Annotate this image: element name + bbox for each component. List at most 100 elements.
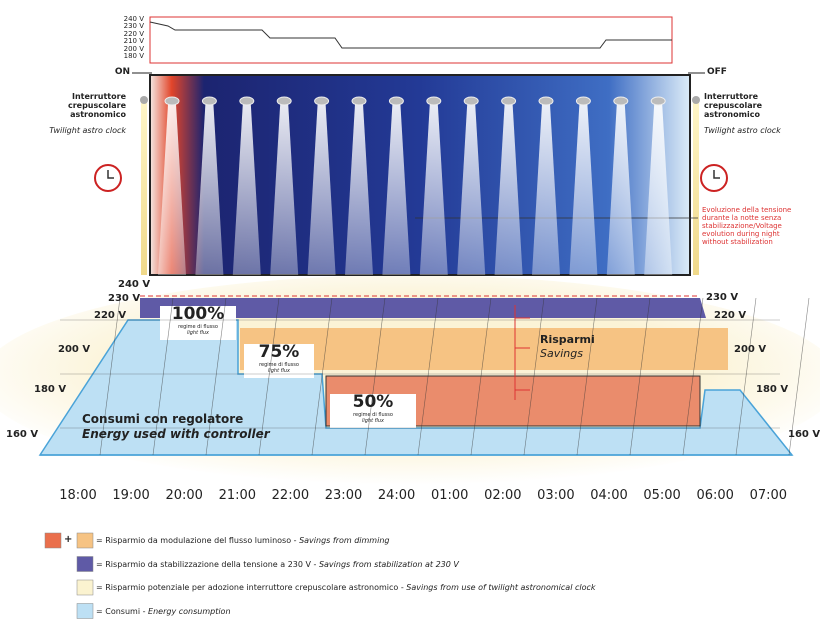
- voltage-label: 200 V: [734, 344, 767, 355]
- time-label: 07:00: [749, 488, 788, 503]
- grid-line: [99, 297, 121, 456]
- time-label: 24:00: [377, 488, 416, 503]
- voltage-label: 220 V: [123, 29, 144, 38]
- flux-label: regime di flusso: [259, 362, 299, 368]
- savings-label: Risparmi: [540, 333, 595, 346]
- switch-subtitle: Twilight astro clock: [49, 126, 126, 135]
- flux-percent: 100%: [171, 304, 225, 324]
- voltage-label: 220 V: [714, 310, 747, 321]
- time-label: 03:00: [537, 488, 575, 503]
- legend-swatch: [44, 532, 62, 549]
- legend-swatch: [76, 579, 94, 596]
- flux-percent: 50%: [352, 392, 394, 412]
- voltage-label: 240 V: [118, 279, 151, 290]
- time-label: 02:00: [484, 488, 522, 503]
- voltage-line: [149, 21, 672, 49]
- voltage-chart-frame: [149, 16, 673, 64]
- flux-label: regime di flusso: [178, 324, 218, 330]
- flux-label: light flux: [267, 368, 291, 374]
- switch-state: OFF: [707, 67, 727, 77]
- light-cone: [232, 104, 261, 275]
- time-label: 22:00: [271, 488, 310, 503]
- voltage-label: 160 V: [788, 429, 820, 440]
- time-label: 18:00: [59, 488, 97, 503]
- lamp: [692, 96, 700, 104]
- lamp: [538, 96, 554, 106]
- pole: [693, 100, 699, 275]
- legend-text: = Risparmio potenziale per adozione inte…: [96, 583, 407, 592]
- lamp: [314, 96, 330, 106]
- grid-line: [311, 297, 333, 456]
- lamp: [276, 96, 292, 106]
- grid-line: [735, 297, 757, 456]
- flux-label: light flux: [361, 418, 385, 424]
- legend-swatch: [76, 532, 94, 549]
- light-cone: [419, 104, 448, 275]
- time-label: 23:00: [324, 488, 363, 503]
- light-cone: [494, 104, 523, 275]
- grid-line: [470, 297, 492, 456]
- legend-text: Savings from dimming: [299, 536, 390, 545]
- light-cone: [382, 104, 411, 275]
- voltage-label: 230 V: [123, 22, 144, 31]
- lamp: [575, 96, 591, 106]
- legend-swatch: [76, 556, 94, 572]
- stabilization-band: [140, 298, 706, 318]
- voltage-label: 220 V: [94, 310, 127, 321]
- grid-line: [205, 297, 227, 456]
- legend-text: = Consumi -: [96, 606, 149, 616]
- lamp: [426, 96, 442, 106]
- savings-bracket: [514, 305, 530, 400]
- legend-entry: = Risparmio potenziale per adozione inte…: [96, 583, 596, 592]
- time-label: 04:00: [590, 488, 628, 503]
- legend-text: Energy consumption: [148, 606, 231, 616]
- legend-text: = Risparmio da modulazione del flusso lu…: [96, 536, 300, 545]
- voltage-label: 230 V: [706, 292, 739, 303]
- lamp: [140, 96, 148, 104]
- lamp: [613, 96, 629, 106]
- light-cone: [532, 104, 560, 275]
- legend-text: = Risparmio da stabilizzazione della ten…: [96, 559, 319, 569]
- lamp: [239, 96, 255, 106]
- lamp: [463, 96, 479, 106]
- light-cone: [345, 104, 373, 275]
- light-cone: [270, 104, 299, 275]
- voltage-label: 200 V: [123, 44, 144, 53]
- grid-line: [629, 297, 651, 456]
- time-label: 01:00: [430, 488, 469, 503]
- time-label: 21:00: [218, 488, 257, 503]
- flux-box: [330, 394, 416, 428]
- light-cone: [606, 104, 635, 275]
- voltage-label: 240 V: [123, 15, 144, 23]
- light-cone: [307, 104, 336, 275]
- grid-line: [364, 297, 386, 456]
- flux-label: light flux: [186, 330, 210, 336]
- legend-entry: = Risparmio da modulazione del flusso lu…: [96, 536, 389, 545]
- clock-icon: [700, 164, 728, 192]
- voltage-label: 180 V: [34, 384, 67, 395]
- switch-title: Interruttore crepuscolare astronomico: [704, 92, 763, 120]
- annotation: Evoluzione della tensione durante la not…: [702, 206, 792, 247]
- voltage-label: 210 V: [123, 37, 144, 46]
- lamp: [201, 96, 217, 106]
- grid-line: [152, 297, 174, 456]
- time-label: 19:00: [112, 488, 150, 503]
- voltage-label: 230 V: [108, 293, 141, 304]
- legend-entry: = Consumi - Energy consumption: [96, 607, 231, 616]
- grid-line: [258, 297, 280, 456]
- voltage-label: 180 V: [756, 384, 789, 395]
- grid-line: [417, 297, 439, 456]
- lamp: [501, 96, 517, 106]
- legend-text: Savings from stabilization at 230 V: [318, 559, 459, 569]
- time-label: 05:00: [643, 488, 681, 503]
- flux-label: regime di flusso: [353, 412, 393, 418]
- flux-percent: 75%: [258, 342, 300, 362]
- lamp: [388, 96, 404, 106]
- lamp: [351, 96, 367, 106]
- grid-line: [788, 297, 810, 456]
- dimming-savings-75: [240, 328, 728, 370]
- time-label: 20:00: [165, 488, 203, 503]
- savings-label: Savings: [540, 347, 583, 360]
- light-cone: [158, 104, 186, 275]
